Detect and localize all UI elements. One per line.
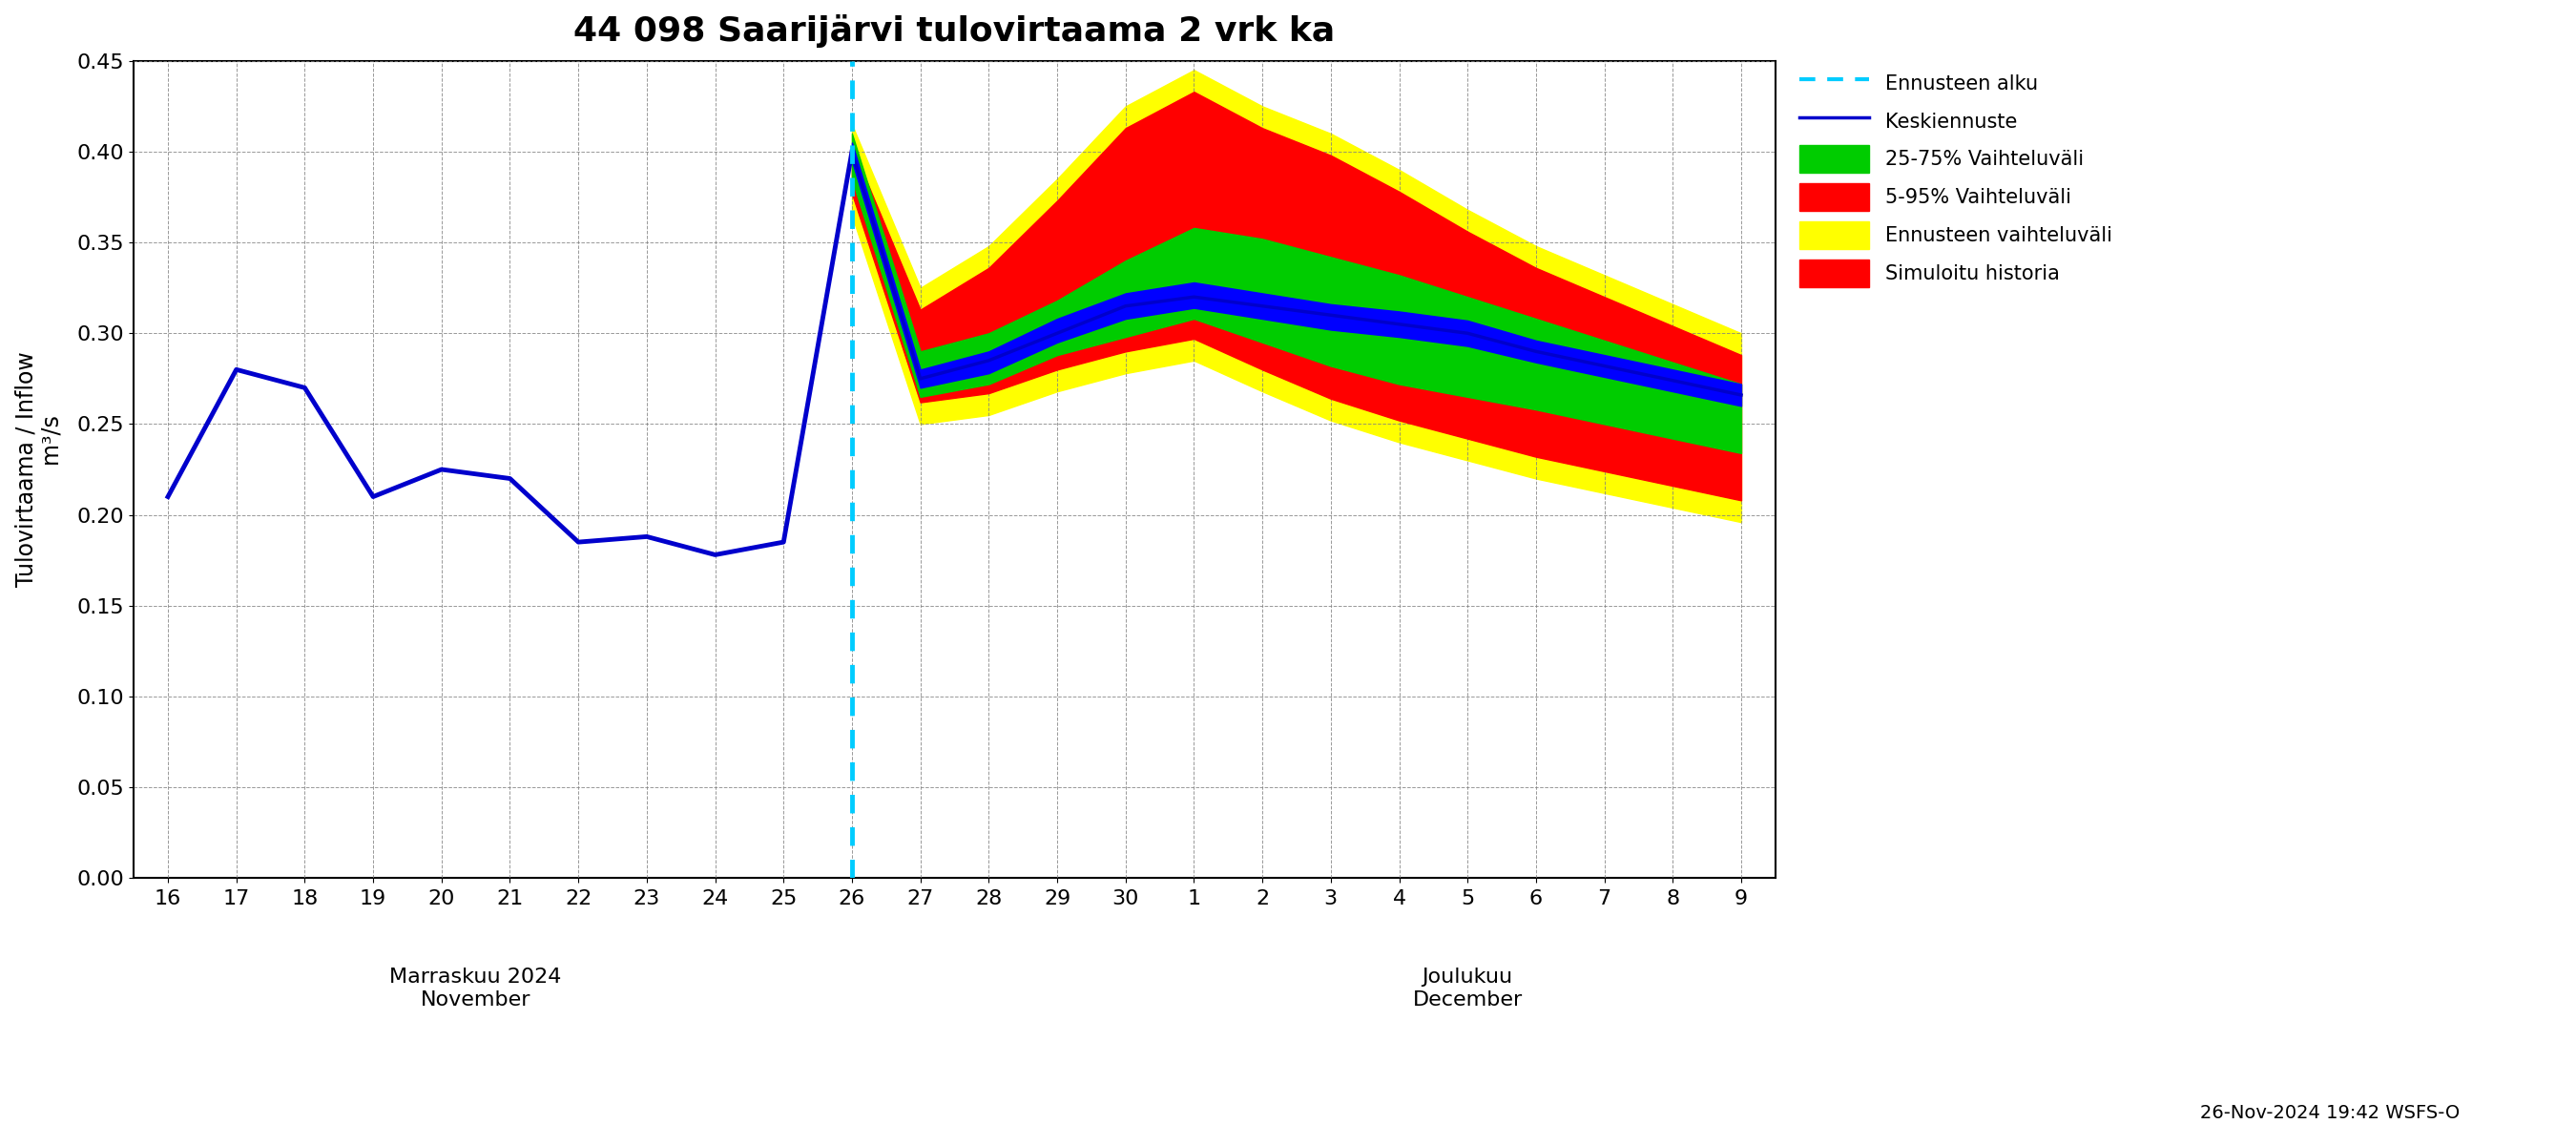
Text: Marraskuu 2024
November: Marraskuu 2024 November <box>389 968 562 1009</box>
Y-axis label: Tulovirtaama / Inflow
        m³/s: Tulovirtaama / Inflow m³/s <box>15 352 64 587</box>
Title: 44 098 Saarijärvi tulovirtaama 2 vrk ka: 44 098 Saarijärvi tulovirtaama 2 vrk ka <box>574 14 1334 48</box>
Legend: Ennusteen alku, Keskiennuste, 25-75% Vaihteluväli, 5-95% Vaihteluväli, Ennusteen: Ennusteen alku, Keskiennuste, 25-75% Vai… <box>1793 61 2120 295</box>
Text: Joulukuu
December: Joulukuu December <box>1412 968 1522 1009</box>
Text: 26-Nov-2024 19:42 WSFS-O: 26-Nov-2024 19:42 WSFS-O <box>2200 1104 2460 1122</box>
